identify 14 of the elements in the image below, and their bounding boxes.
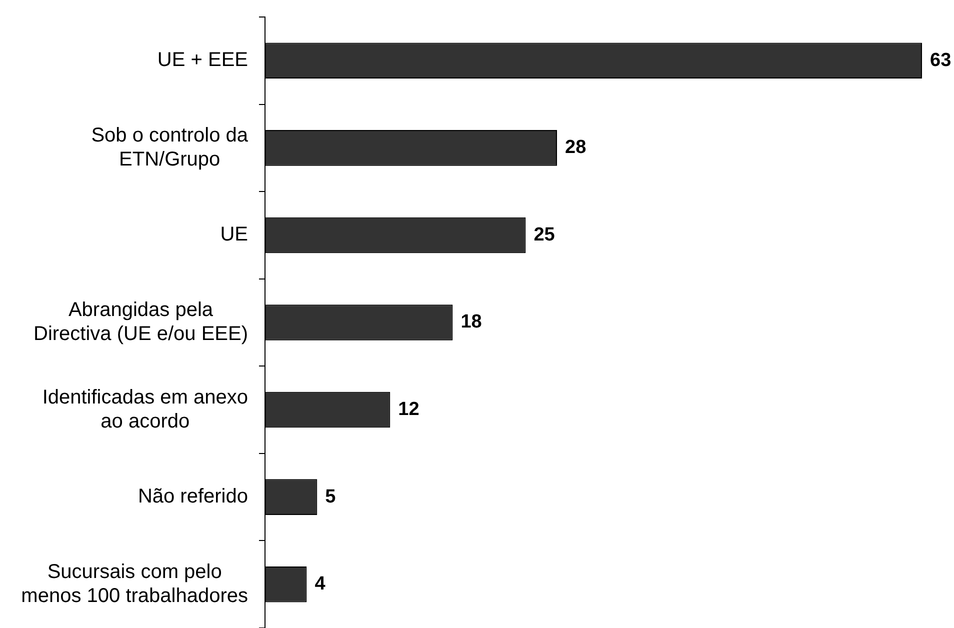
data-label: 12 [398,399,420,420]
y-tick-label: UE + EEE [157,49,248,72]
y-tick-label: Abrangidas pela Directiva (UE e/ou EEE) [33,299,248,346]
y-tick-label: Identificadas em anexo ao acordo [42,386,248,432]
data-label: 18 [460,312,482,333]
y-tick-label: Não referido [138,486,248,508]
y-tick-label: Sucursais com pelo menos 100 trabalhadores [21,560,248,607]
data-label: 25 [534,224,556,246]
data-label: 63 [930,50,952,71]
data-label: 5 [325,486,336,508]
data-label: 4 [314,574,326,595]
data-label: 28 [565,137,586,158]
y-tick-label: Sob o controlo da ETN/Grupo [91,124,249,170]
y-tick-label: UE [220,224,248,246]
